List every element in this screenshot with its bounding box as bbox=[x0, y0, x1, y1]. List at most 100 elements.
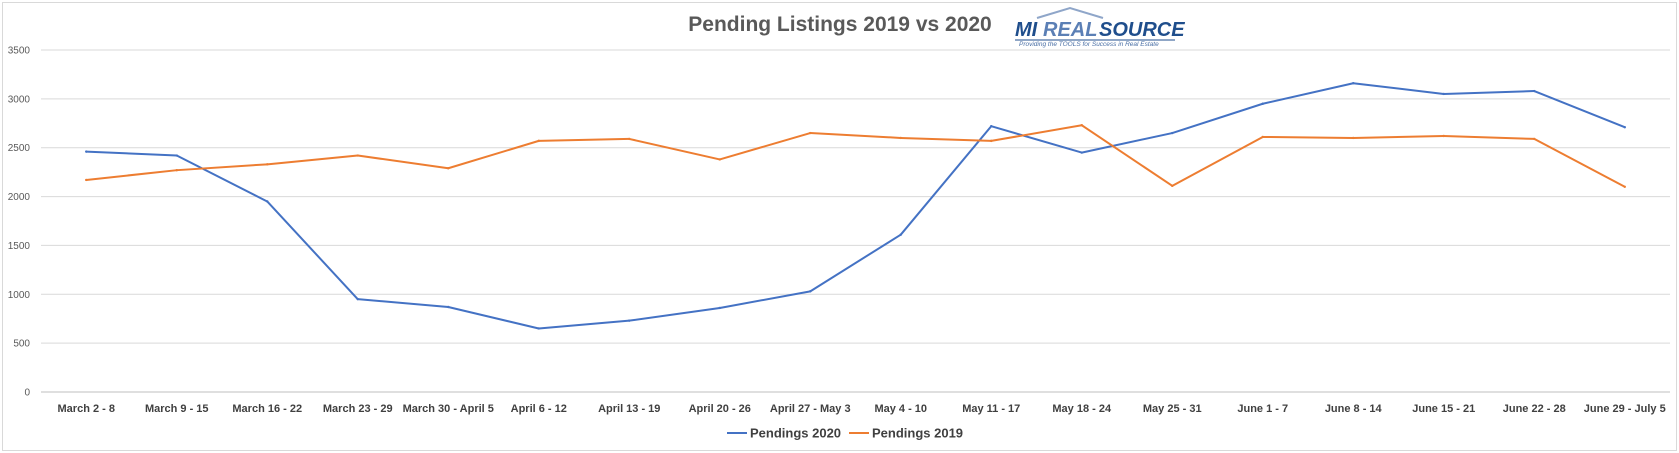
data-point bbox=[990, 139, 993, 143]
line-segment bbox=[990, 125, 1083, 154]
x-tick-label: May 4 - 10 bbox=[874, 403, 927, 415]
data-point bbox=[1442, 92, 1445, 96]
legend-label: Pendings 2019 bbox=[872, 426, 963, 441]
x-axis-ticks: March 2 - 8 March 9 - 15 March 16 - 22 Marc… bbox=[58, 403, 1666, 415]
data-point bbox=[447, 167, 450, 170]
x-tick-label: June 29 - July 5 bbox=[1584, 403, 1666, 415]
x-tick-label: May 18 - 24 bbox=[1052, 403, 1112, 415]
data-point bbox=[85, 150, 88, 153]
line-segment bbox=[1442, 134, 1536, 140]
data-point bbox=[628, 319, 631, 322]
x-tick-label: March 16 - 22 bbox=[232, 403, 302, 415]
line-segment bbox=[537, 137, 631, 142]
data-point bbox=[537, 327, 540, 330]
data-point bbox=[899, 136, 902, 140]
data-point bbox=[85, 178, 88, 182]
line-segment bbox=[175, 163, 269, 172]
data-point bbox=[1352, 82, 1355, 85]
gridlines bbox=[41, 49, 1670, 393]
mi-real-source-logo: MI REAL SOURCE Providing the TOOLS for S… bbox=[1015, 6, 1185, 48]
y-tick-label: 500 bbox=[13, 339, 30, 350]
x-tick-label: March 2 - 8 bbox=[58, 403, 115, 415]
line-segment bbox=[1171, 102, 1264, 135]
line-segment bbox=[1080, 124, 1174, 187]
line-segment bbox=[899, 125, 993, 236]
legend-label: Pendings 2020 bbox=[750, 426, 841, 441]
data-point bbox=[175, 154, 178, 157]
line-segment bbox=[1171, 135, 1264, 187]
data-point bbox=[175, 168, 178, 172]
line-segment bbox=[1261, 82, 1355, 105]
line-segment bbox=[85, 169, 178, 181]
x-tick-label: April 27 - May 3 bbox=[770, 403, 851, 415]
y-tick-label: 2500 bbox=[8, 143, 31, 154]
line-segment bbox=[1261, 135, 1355, 139]
x-tick-label: March 9 - 15 bbox=[145, 403, 209, 415]
data-point bbox=[1171, 184, 1174, 188]
line-segment bbox=[175, 154, 269, 203]
line-segment bbox=[1442, 90, 1536, 95]
y-tick-label: 1000 bbox=[8, 290, 31, 301]
y-axis-ticks: 0 500 1000 1500 2000 2500 3000 3500 bbox=[8, 46, 31, 399]
x-tick-label: April 6 - 12 bbox=[511, 403, 567, 415]
line-segment bbox=[356, 298, 450, 308]
x-tick-label: May 11 - 17 bbox=[962, 403, 1020, 415]
x-tick-label: April 13 - 19 bbox=[598, 403, 660, 415]
data-point bbox=[1442, 134, 1445, 138]
data-point bbox=[1533, 137, 1536, 141]
line-segment bbox=[266, 154, 359, 166]
line-segment bbox=[85, 150, 178, 157]
data-point bbox=[1171, 131, 1174, 135]
data-point bbox=[1352, 136, 1355, 140]
x-tick-label: June 15 - 21 bbox=[1412, 403, 1475, 415]
y-tick-label: 2000 bbox=[8, 192, 31, 203]
line-segment bbox=[1352, 82, 1445, 95]
data-point bbox=[1533, 89, 1536, 93]
logo-roof-icon bbox=[1036, 6, 1104, 19]
line-segment bbox=[809, 233, 902, 293]
data-point bbox=[1080, 124, 1083, 127]
logo-text-real: REAL bbox=[1043, 19, 1097, 41]
data-point bbox=[537, 139, 540, 143]
x-tick-label: April 20 - 26 bbox=[689, 403, 751, 415]
data-point bbox=[356, 154, 359, 157]
data-point bbox=[1261, 102, 1264, 105]
series-pendings-2019 bbox=[85, 124, 1626, 188]
line-segment bbox=[1533, 137, 1626, 188]
data-point bbox=[266, 200, 269, 203]
line-segment bbox=[628, 306, 721, 322]
data-point bbox=[809, 131, 812, 135]
line-segment bbox=[899, 136, 993, 142]
data-point bbox=[1261, 135, 1264, 139]
x-tick-label: June 1 - 7 bbox=[1237, 403, 1288, 415]
data-point bbox=[899, 233, 902, 236]
line-segment bbox=[537, 319, 631, 330]
line-segment bbox=[990, 124, 1083, 142]
data-point bbox=[809, 290, 812, 293]
series-lines bbox=[85, 82, 1626, 330]
y-tick-label: 3500 bbox=[8, 46, 31, 57]
data-point bbox=[356, 297, 359, 301]
logo-text-source: SOURCE bbox=[1099, 19, 1185, 41]
logo-tagline: Providing the TOOLS for Success in Real … bbox=[1019, 41, 1159, 48]
line-segment bbox=[1080, 132, 1174, 154]
data-point bbox=[1623, 185, 1626, 188]
logo-text-mi: MI bbox=[1015, 19, 1038, 41]
data-point bbox=[1623, 125, 1626, 129]
line-segment bbox=[266, 200, 359, 301]
data-point bbox=[718, 306, 721, 310]
line-segment bbox=[809, 132, 902, 139]
x-tick-label: June 8 - 14 bbox=[1325, 403, 1383, 415]
data-point bbox=[990, 125, 993, 128]
chart-title: Pending Listings 2019 vs 2020 bbox=[688, 13, 991, 36]
y-tick-label: 1500 bbox=[8, 241, 31, 252]
y-tick-label: 3000 bbox=[8, 94, 31, 105]
data-point bbox=[266, 163, 269, 166]
line-segment bbox=[447, 139, 540, 170]
data-point bbox=[718, 158, 721, 161]
data-point bbox=[1080, 151, 1083, 154]
line-segment bbox=[447, 305, 540, 330]
y-tick-label: 0 bbox=[24, 388, 30, 399]
